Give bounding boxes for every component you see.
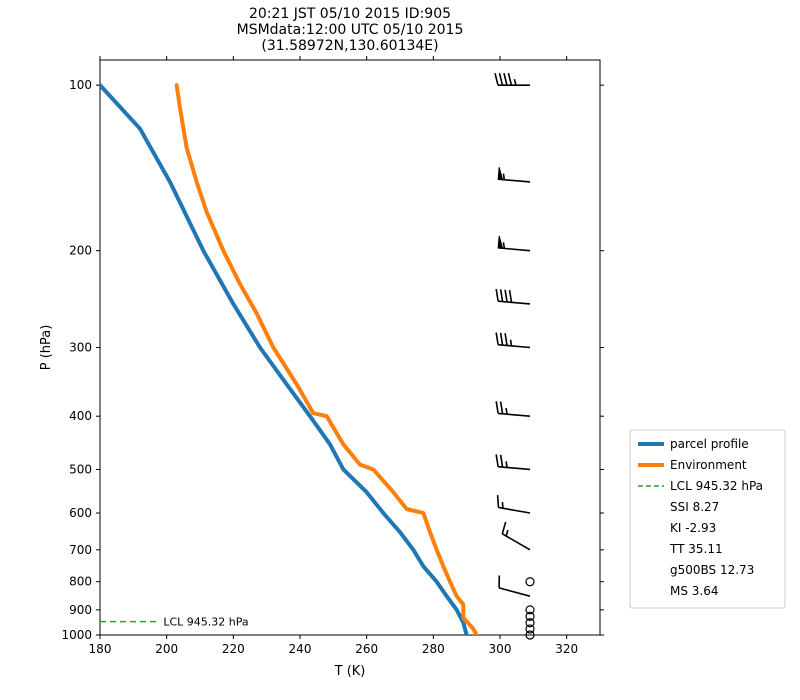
sounding-chart: 20:21 JST 05/10 2015 ID:905MSMdata:12:00… <box>0 0 800 700</box>
x-tick-label: 180 <box>89 642 112 656</box>
y-tick-label: 200 <box>69 244 92 258</box>
x-tick-label: 220 <box>222 642 245 656</box>
y-tick-label: 500 <box>69 462 92 476</box>
x-tick-label: 240 <box>289 642 312 656</box>
x-tick-label: 320 <box>555 642 578 656</box>
legend-label: TT 35.11 <box>669 542 723 556</box>
y-tick-label: 300 <box>69 341 92 355</box>
x-axis-label: T (K) <box>334 664 366 679</box>
x-tick-label: 300 <box>489 642 512 656</box>
legend-label: MS 3.64 <box>670 584 719 598</box>
legend-label: KI -2.93 <box>670 521 716 535</box>
chart-title-line-1: MSMdata:12:00 UTC 05/10 2015 <box>237 22 464 38</box>
y-tick-label: 400 <box>69 409 92 423</box>
y-tick-label: 100 <box>69 78 92 92</box>
y-tick-label: 700 <box>69 543 92 557</box>
legend-label: SSI 8.27 <box>670 500 719 514</box>
legend-label: g500BS 12.73 <box>670 563 754 577</box>
x-tick-label: 260 <box>355 642 378 656</box>
legend-label: parcel profile <box>670 437 749 451</box>
y-axis-label: P (hPa) <box>39 325 54 371</box>
legend-label: LCL 945.32 hPa <box>670 479 763 493</box>
y-tick-label: 600 <box>69 506 92 520</box>
legend-frame <box>630 430 785 608</box>
chart-svg: 20:21 JST 05/10 2015 ID:905MSMdata:12:00… <box>0 0 800 700</box>
lcl-label: LCL 945.32 hPa <box>163 616 248 629</box>
x-tick-label: 280 <box>422 642 445 656</box>
chart-title-line-0: 20:21 JST 05/10 2015 ID:905 <box>249 6 451 22</box>
legend-label: Environment <box>670 458 747 472</box>
chart-title-line-2: (31.58972N,130.60134E) <box>261 38 438 54</box>
y-tick-label: 900 <box>69 603 92 617</box>
x-tick-label: 200 <box>155 642 178 656</box>
y-tick-label: 800 <box>69 575 92 589</box>
y-tick-label: 1000 <box>61 628 92 642</box>
